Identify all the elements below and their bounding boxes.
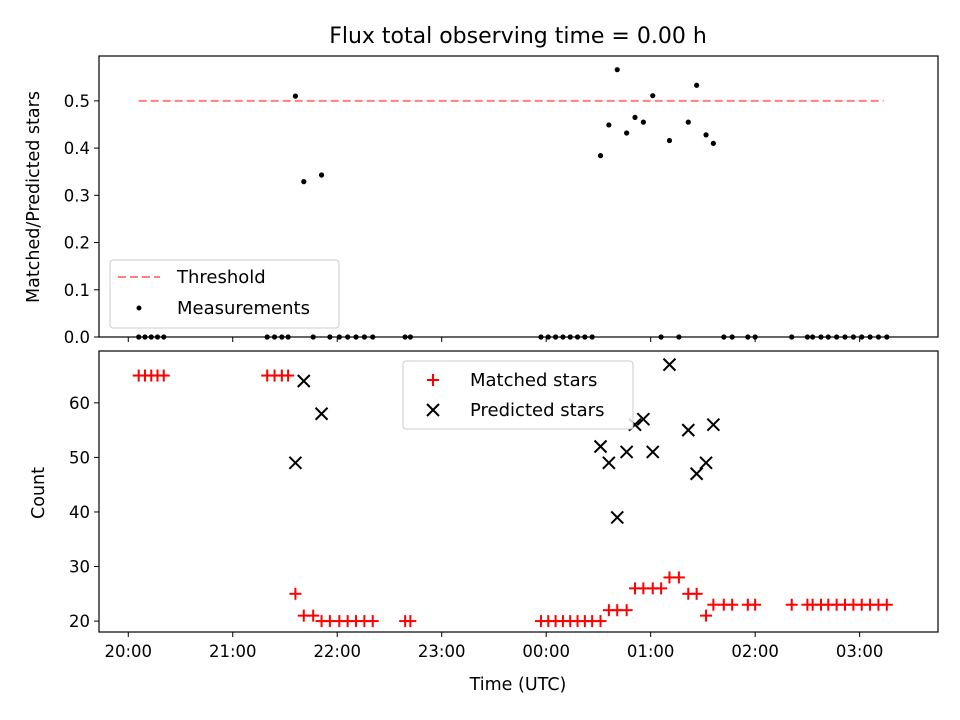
predicted-star-marker <box>646 445 660 459</box>
bottom-panel: 20:00 21:00 22:00 23:00 00:00 01:00 02:00 03:00… <box>29 350 939 695</box>
x-axis-label: Time (UTC) <box>469 675 567 695</box>
predicted-star-marker <box>619 445 634 459</box>
top-y-tick-label: 0.2 <box>64 234 90 253</box>
bottom-y-axis-label: Count <box>29 467 49 519</box>
measurement-point <box>650 93 656 99</box>
measurement-point <box>640 119 646 125</box>
bottom-axes-frame <box>98 350 939 633</box>
matched-star-marker <box>749 598 762 611</box>
predicted-star-marker <box>288 456 303 470</box>
measurements-legend-swatch <box>136 305 142 311</box>
measurement-point <box>632 114 638 120</box>
measurement-point <box>703 132 709 138</box>
bottom-y-tick-label: 60 <box>69 394 90 413</box>
top-y-tick-label: 0.1 <box>64 281 90 300</box>
matched-star-marker <box>157 369 170 382</box>
measurement-point <box>624 130 630 136</box>
predicted-star-marker <box>706 417 721 432</box>
matched-legend-swatch <box>427 374 439 386</box>
matched-star-marker <box>282 369 295 382</box>
x-tick-label: 03:00 <box>836 642 884 661</box>
x-tick-label: 00:00 <box>522 642 570 661</box>
bottom-legend: Matched stars Predicted stars <box>402 360 634 430</box>
measurement-point <box>710 140 716 146</box>
matched-star-marker <box>655 582 668 595</box>
x-tick-label: 21:00 <box>209 642 257 661</box>
top-y-axis-label: Matched/Predicted stars <box>24 91 44 303</box>
predicted-star-marker <box>689 467 704 481</box>
measurement-point <box>318 172 325 178</box>
bottom-y-tick-label: 40 <box>69 503 90 522</box>
x-tick-label: 23:00 <box>418 642 466 661</box>
matched-star-marker <box>700 609 713 622</box>
x-tick-label: 22:00 <box>313 642 361 661</box>
matched-star-marker <box>307 609 320 622</box>
matched-star-marker <box>620 604 633 617</box>
predicted-star-marker <box>636 412 651 426</box>
top-axes-frame <box>98 55 939 338</box>
matched-star-marker <box>594 615 607 628</box>
top-panel: 0.0 0.1 0.2 0.3 0.4 0.5 Matched/Predicted sta… <box>24 55 939 347</box>
matched-star-marker <box>672 571 685 584</box>
measurement-point <box>614 67 620 73</box>
matched-star-marker <box>880 598 893 611</box>
measurement-point <box>685 119 691 125</box>
predicted-star-marker <box>699 456 713 470</box>
matched-star-marker <box>707 598 720 611</box>
top-legend-box <box>109 259 340 329</box>
bottom-y-tick-label: 30 <box>69 558 90 577</box>
x-tick-label: 01:00 <box>627 642 675 661</box>
top-y-tick-label: 0.4 <box>64 139 90 158</box>
top-y-tick-label: 0.5 <box>64 92 90 111</box>
matched-star-marker <box>785 598 798 611</box>
predicted-star-marker <box>602 456 616 470</box>
measurement-point <box>666 137 673 144</box>
chart-title: Flux total observing time = 0.00 h <box>329 24 707 49</box>
top-y-tick-label: 0.0 <box>64 328 90 347</box>
matched-star-marker <box>404 615 417 628</box>
matched-star-marker <box>366 615 379 628</box>
predicted-star-marker <box>662 357 677 372</box>
measurement-point <box>301 179 307 185</box>
measurements-legend-label: Measurements <box>177 298 310 319</box>
predicted-star-marker <box>681 423 695 437</box>
x-tick-label: 20:00 <box>104 642 152 661</box>
bottom-legend-box <box>402 360 634 430</box>
threshold-legend-label: Threshold <box>176 267 266 288</box>
predicted-star-marker <box>297 374 311 388</box>
predicted-star-marker <box>610 510 624 525</box>
top-y-tick-label: 0.3 <box>64 186 90 205</box>
bottom-y-tick-label: 50 <box>69 448 90 467</box>
x-tick-label: 02:00 <box>731 642 779 661</box>
predicted-legend-swatch <box>426 403 440 417</box>
matched-legend-label: Matched stars <box>470 370 597 391</box>
measurement-point <box>694 82 700 88</box>
measurement-point <box>606 122 612 128</box>
bottom-y-tick-label: 20 <box>69 612 90 631</box>
predicted-star-marker <box>314 407 329 421</box>
measurement-point <box>597 153 604 159</box>
matched-star-marker <box>690 587 703 600</box>
matched-star-marker <box>289 587 302 600</box>
matched-star-marker <box>726 598 739 611</box>
predicted-legend-label: Predicted stars <box>470 400 604 421</box>
measurement-point <box>292 93 299 99</box>
predicted-star-marker <box>593 439 608 454</box>
top-legend: Threshold Measurements <box>109 259 340 329</box>
